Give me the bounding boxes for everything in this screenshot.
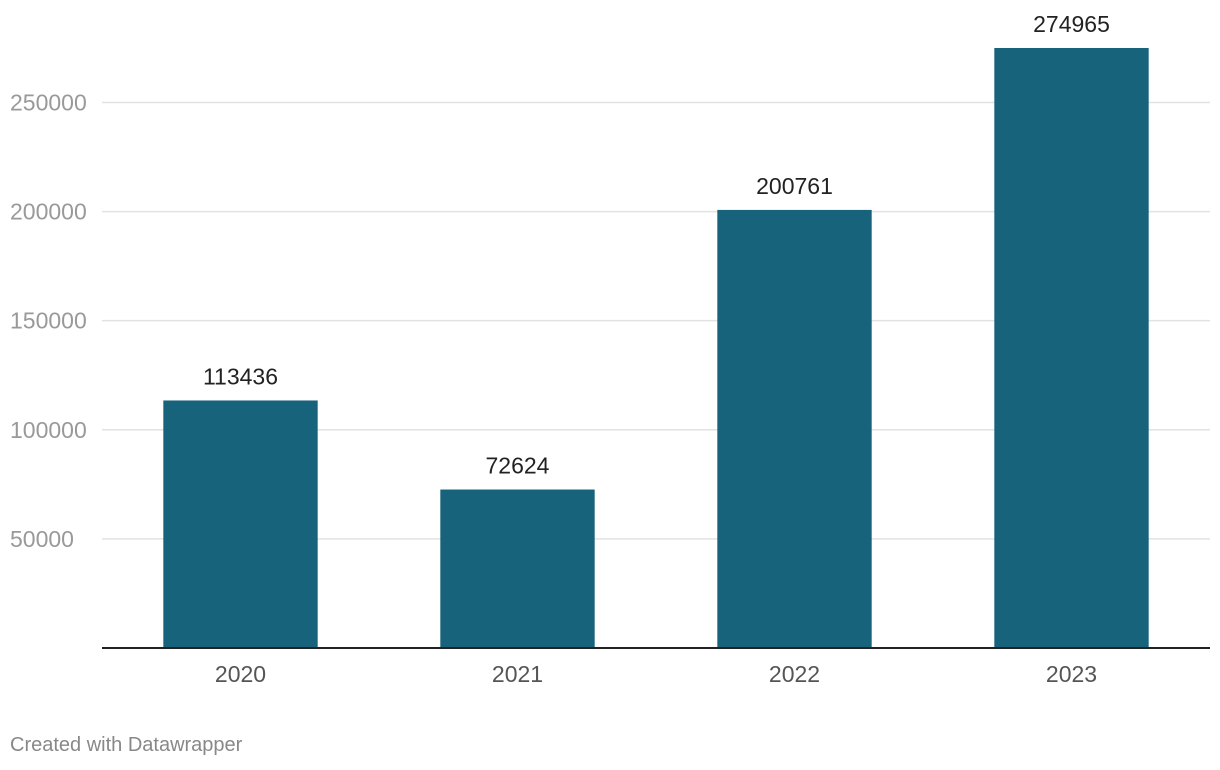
labels-layer: 50000 100000 150000 200000 250000 113436 2020 7… xyxy=(10,11,1110,687)
bar-2022 xyxy=(717,209,872,649)
bar-chart: 50000 100000 150000 200000 250000 113436 2020 7… xyxy=(10,11,1210,687)
bar-2021 xyxy=(440,489,595,648)
y-tick-label: 200000 xyxy=(10,199,87,225)
bar-2020 xyxy=(163,400,318,648)
y-tick-label: 50000 xyxy=(10,526,74,552)
x-tick-label: 2023 xyxy=(1046,661,1097,687)
x-tick-label: 2021 xyxy=(492,661,543,687)
bar-2023 xyxy=(994,48,1149,648)
x-tick-label: 2022 xyxy=(769,661,820,687)
y-tick-label: 250000 xyxy=(10,89,87,115)
x-tick-label: 2020 xyxy=(215,661,266,687)
datawrapper-credit: Created with Datawrapper xyxy=(10,734,243,756)
y-tick-label: 100000 xyxy=(10,417,87,443)
data-label: 113436 xyxy=(203,363,278,389)
data-label: 200761 xyxy=(756,173,833,199)
data-label: 274965 xyxy=(1033,11,1110,37)
y-tick-label: 150000 xyxy=(10,308,87,334)
bars-layer xyxy=(163,48,1149,649)
data-label: 72624 xyxy=(486,453,550,479)
